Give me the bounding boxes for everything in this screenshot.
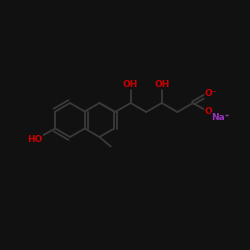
Text: OH: OH xyxy=(123,80,138,89)
Text: O: O xyxy=(204,107,212,116)
Text: O⁻: O⁻ xyxy=(205,89,217,98)
Text: HO: HO xyxy=(27,134,42,143)
Text: OH: OH xyxy=(154,80,170,89)
Text: Na⁺: Na⁺ xyxy=(211,113,229,122)
